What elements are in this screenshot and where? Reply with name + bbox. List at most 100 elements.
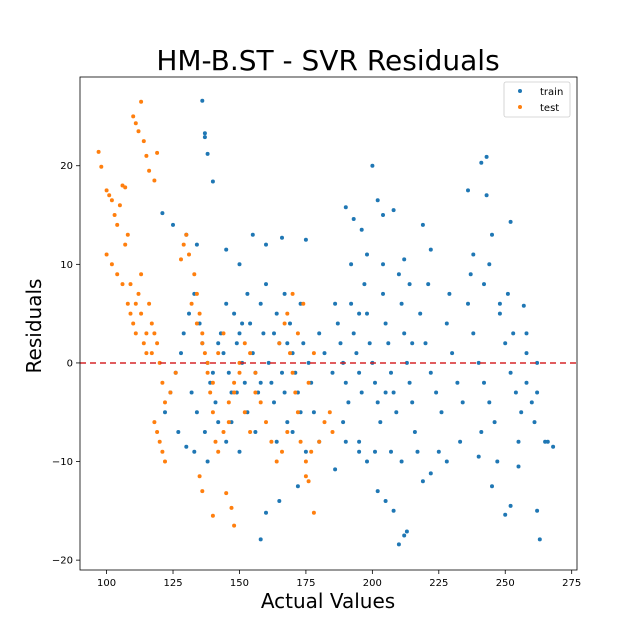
point-train [412,430,417,434]
point-train [359,227,364,232]
point-test [224,491,229,496]
point-train [537,537,542,542]
point-train [250,232,255,237]
point-train [420,222,425,227]
point-train [216,341,221,346]
point-test [226,400,231,405]
point-test [104,252,109,257]
point-train [484,193,489,198]
point-train [389,370,393,375]
point-train [479,160,484,165]
point-train [272,400,276,405]
point-test [155,150,160,155]
point-test [155,341,160,346]
point-train [381,262,385,267]
point-test [133,121,138,126]
point-test [192,272,197,277]
point-train [391,208,396,213]
point-test [147,168,152,173]
point-train [447,291,452,296]
legend-label-test: test [540,103,559,114]
point-test [181,242,186,247]
point-train [184,444,189,449]
point-train [171,222,175,227]
point-train [181,331,186,336]
point-train [258,380,263,385]
point-train [264,510,268,515]
point-train [381,213,385,217]
point-train [373,449,377,454]
point-train [428,370,433,375]
point-train [383,499,388,503]
point-test [200,341,205,346]
point-train [375,198,380,203]
point-test [136,291,141,296]
point-train [426,282,431,287]
point-test [141,341,146,346]
point-train [237,331,242,336]
point-test [210,380,215,385]
point-test [210,410,215,415]
point-train [524,351,529,356]
point-train [482,282,486,287]
point-train [192,449,197,454]
point-test [303,459,308,464]
point-test [128,311,133,316]
point-train [232,311,237,316]
point-train [176,430,181,434]
point-train [410,400,415,405]
point-train [391,390,396,395]
point-train [303,237,308,242]
point-train [407,282,412,287]
point-test [194,291,199,296]
point-train [224,247,229,252]
point-train [213,400,218,405]
point-train [277,499,282,503]
point-train [179,351,183,356]
point-train [354,351,359,356]
point-test [311,351,316,356]
point-test [226,420,231,425]
point-test [109,198,114,203]
point-train [367,341,372,346]
point-test [194,321,199,326]
point-train [535,390,540,395]
point-test [232,380,237,385]
point-train [226,370,231,375]
point-train [349,262,354,267]
y-tick-label: 20 [60,161,73,172]
point-test [200,489,205,494]
point-test [288,351,292,356]
point-test [123,185,128,190]
point-test [136,129,141,134]
point-train [194,410,199,415]
point-test [99,164,104,169]
x-tick-label: 125 [163,578,182,589]
point-test [202,351,207,356]
point-train [346,400,351,405]
point-test [280,449,284,454]
point-train [386,341,391,346]
point-train [396,272,401,277]
point-test [242,341,247,346]
point-test [152,331,157,336]
point-train [513,390,518,395]
point-train [210,370,215,375]
point-train [200,98,205,103]
point-test [232,390,237,395]
point-train [373,380,377,385]
point-train [351,217,356,221]
point-train [503,341,508,346]
point-train [378,420,383,425]
chart-title: HM-B.ST - SVR Residuals [156,44,499,77]
point-train [357,311,362,316]
legend-label-train: train [540,87,563,98]
point-train [508,219,513,224]
point-train [444,321,449,326]
point-train [370,163,375,168]
point-train [490,484,494,489]
point-train [428,247,433,252]
point-train [224,439,229,444]
point-train [194,242,199,247]
point-train [242,380,247,385]
